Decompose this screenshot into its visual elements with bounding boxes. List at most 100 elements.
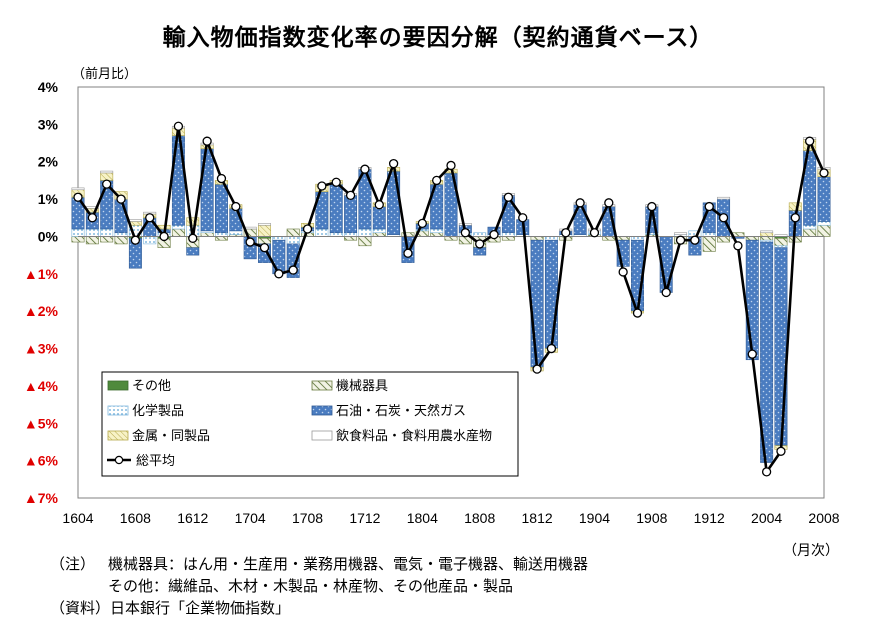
bar-machinery [501,236,515,241]
source-note: （資料）日本銀行「企業物価指数」 [50,597,290,618]
bar-machinery [717,236,731,243]
legend-swatch-other [107,380,129,391]
bar-chemicals [315,228,329,237]
legend-label-average: 総平均 [136,454,175,469]
bar-machinery [444,236,458,241]
x-tick-label: 2008 [808,510,839,526]
average-point [403,248,413,258]
bar-oil [530,239,544,368]
y-tick-label: 1% [38,191,59,207]
bar-food [128,219,142,222]
bar-machinery [530,236,544,241]
average-point [776,446,786,456]
average-point [288,265,298,275]
bar-metals [788,202,802,211]
x-tick-label: 2004 [751,510,782,526]
x-tick-label: 1708 [292,510,323,526]
bar-food [717,196,731,200]
average-point [761,467,772,477]
average-point [431,175,442,186]
legend-label-other: その他 [132,379,171,394]
bar-machinery [745,236,759,241]
average-point [733,241,743,251]
average-point [718,213,729,223]
bar-metals [186,217,200,226]
bar-chemicals [501,232,515,237]
y-tick-label: ▲4% [24,378,59,394]
average-point [561,228,571,238]
average-point [647,201,657,212]
average-point [632,308,643,318]
legend-swatch-chemicals [107,405,129,416]
average-point [259,243,270,253]
average-point [690,235,700,245]
bar-oil [272,239,286,275]
bar-chemicals [114,232,128,237]
average-point [503,192,514,202]
bar-machinery [774,238,788,247]
average-point [116,194,126,204]
legend-swatch-metals [107,430,129,441]
average-point [475,239,485,249]
legend-label-chemicals: 化学製品 [132,403,184,419]
bar-machinery [286,228,300,237]
bar-oil [344,195,358,234]
bar-chemicals [473,232,487,237]
bar-machinery [344,236,358,241]
bar-oil [214,183,228,234]
bar-oil [387,170,401,235]
y-axis-label: （前月比） [72,67,138,82]
bar-chemicals [100,228,114,237]
bar-chemicals [214,232,228,237]
average-point [216,173,227,184]
bar-chemicals [358,228,372,237]
bar-machinery [702,236,716,252]
bar-food [100,170,114,174]
bar-metals [100,172,114,181]
y-tick-label: 2% [38,154,59,170]
bar-food [458,223,472,226]
average-point [747,349,757,359]
bar-chemicals [702,232,716,237]
bar-food [71,187,85,191]
legend-swatch-oil [311,405,333,416]
x-tick-label: 1812 [522,510,553,526]
legend-label-food: 飲食料品・食料用農水産物 [336,428,492,444]
average-point [274,269,284,279]
x-tick-label: 1612 [177,510,208,526]
x-tick-label: 1608 [120,510,151,526]
average-point [374,200,384,210]
bar-machinery [430,232,444,237]
y-tick-label: 4% [38,79,59,95]
bar-machinery [214,236,228,241]
source-text: （資料）日本銀行「企業物価指数」 [50,599,291,617]
x-tick-label: 1808 [464,510,495,526]
x-tick-label: 1604 [62,510,93,526]
average-point [388,158,399,169]
x-tick-label: 1912 [694,510,725,526]
average-point [589,228,600,238]
bar-chemicals [372,228,386,234]
bar-oil [200,148,214,232]
y-tick-label: ▲2% [24,303,59,319]
average-point [145,213,155,223]
average-point [819,168,829,178]
note-other: その他：繊維品、木材・木製品・林産物、その他産品・製品 [50,575,513,596]
average-point [245,237,255,247]
bar-oil [817,176,831,222]
x-tick-label: 1712 [349,510,380,526]
bar-chemicals [544,236,558,241]
note-other-text: その他：繊維品、木材・木製品・林産物、その他産品・製品 [108,577,514,595]
bar-machinery [358,236,372,247]
bar-chemicals [803,224,817,230]
average-point [604,198,614,208]
average-point [532,364,542,374]
bar-machinery [114,236,128,245]
x-tick-label: 1908 [636,510,667,526]
bar-chemicals [344,232,358,237]
bar-oil [171,135,185,226]
legend-label-metals: 金属・同製品 [132,428,210,444]
bar-machinery [602,236,616,241]
legend-marker-average [114,455,124,465]
